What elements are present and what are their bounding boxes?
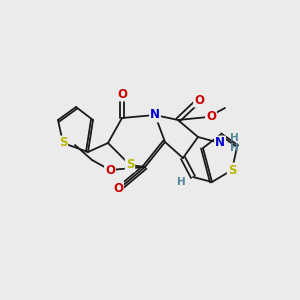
Text: H: H [177,177,185,187]
Text: N: N [215,136,225,149]
Text: H: H [230,133,239,143]
Text: O: O [113,182,123,194]
Text: H: H [230,143,239,153]
Text: O: O [105,164,115,176]
Text: O: O [117,88,127,100]
Text: S: S [126,158,134,172]
Text: S: S [228,164,236,176]
Text: O: O [206,110,216,124]
Text: S: S [59,136,67,149]
Text: N: N [150,109,160,122]
Text: O: O [194,94,204,106]
